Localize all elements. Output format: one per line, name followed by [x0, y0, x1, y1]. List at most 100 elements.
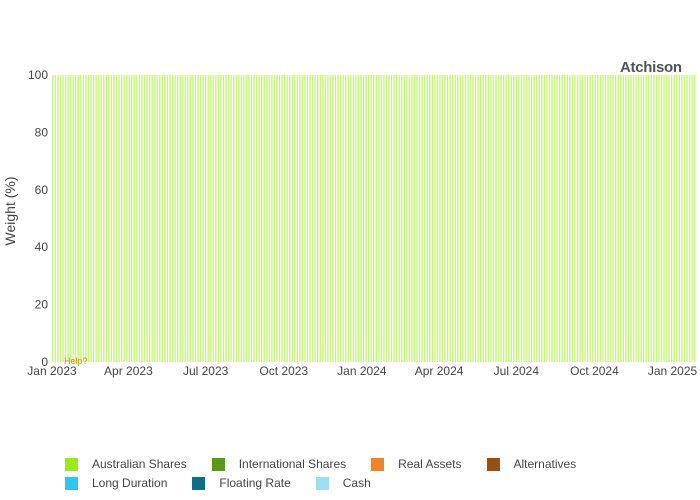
- bar: [309, 75, 311, 362]
- bar: [497, 75, 500, 362]
- legend-item[interactable]: International Shares: [209, 457, 346, 471]
- bar: [232, 75, 235, 362]
- bar: [383, 75, 385, 362]
- bar: [474, 75, 477, 362]
- legend-item[interactable]: Cash: [313, 476, 371, 490]
- bar: [281, 75, 283, 362]
- legend-item[interactable]: Australian Shares: [62, 457, 187, 471]
- legend-swatch: [486, 457, 500, 471]
- bar: [691, 75, 693, 362]
- bar: [342, 75, 344, 362]
- bar: [660, 75, 663, 362]
- bar: [462, 75, 464, 362]
- bar: [115, 75, 118, 362]
- bar: [681, 75, 683, 362]
- legend-item[interactable]: Floating Rate: [189, 476, 291, 490]
- bar: [299, 75, 301, 362]
- bar: [640, 75, 642, 362]
- bar: [464, 75, 467, 362]
- bar: [431, 75, 433, 362]
- bar: [421, 75, 423, 362]
- bar: [301, 75, 304, 362]
- bar: [441, 75, 444, 362]
- bar: [439, 75, 441, 362]
- bar: [128, 75, 130, 362]
- bar: [72, 75, 74, 362]
- legend-swatch: [211, 457, 225, 471]
- bar: [164, 75, 166, 362]
- bar: [518, 75, 520, 362]
- bar: [446, 75, 449, 362]
- bar: [648, 75, 650, 362]
- legend-label: Long Duration: [92, 476, 168, 490]
- bar: [276, 75, 278, 362]
- bar: [574, 75, 576, 362]
- bar: [668, 75, 670, 362]
- bar: [365, 75, 367, 362]
- bar: [243, 75, 245, 362]
- bar-series: [52, 75, 696, 362]
- bar: [380, 75, 383, 362]
- bar: [355, 75, 357, 362]
- bar: [319, 75, 321, 362]
- bar: [604, 75, 607, 362]
- bar: [187, 75, 189, 362]
- bar: [375, 75, 377, 362]
- bar: [538, 75, 540, 362]
- bar: [665, 75, 668, 362]
- bar: [525, 75, 528, 362]
- bar: [408, 75, 411, 362]
- legend-label: International Shares: [238, 457, 347, 471]
- bar: [52, 75, 54, 362]
- bar: [69, 75, 72, 362]
- bar: [401, 75, 403, 362]
- legend-item[interactable]: Real Assets: [368, 457, 462, 471]
- bar: [159, 75, 161, 362]
- legend-item[interactable]: Alternatives: [484, 457, 577, 471]
- bar: [617, 75, 619, 362]
- bar: [105, 75, 108, 362]
- bar: [564, 75, 566, 362]
- bar: [54, 75, 57, 362]
- bar: [283, 75, 286, 362]
- bar: [416, 75, 418, 362]
- bar: [543, 75, 546, 362]
- bar: [113, 75, 115, 362]
- bar: [75, 75, 77, 362]
- bar: [97, 75, 100, 362]
- bar: [304, 75, 306, 362]
- legend-item[interactable]: Long Duration: [62, 476, 167, 490]
- y-axis-title: Weight (%): [2, 177, 18, 246]
- bar: [176, 75, 179, 362]
- bar: [146, 75, 148, 362]
- bar: [92, 75, 95, 362]
- bar: [495, 75, 497, 362]
- x-tick-label: Oct 2024: [570, 364, 619, 378]
- legend-swatch: [315, 476, 329, 490]
- bar: [138, 75, 141, 362]
- bar: [436, 75, 439, 362]
- bar: [245, 75, 248, 362]
- bar: [686, 75, 688, 362]
- bar: [607, 75, 609, 362]
- bar: [622, 75, 624, 362]
- legend-label: Alternatives: [513, 457, 577, 471]
- bar: [324, 75, 327, 362]
- help-link[interactable]: Help?: [64, 356, 88, 366]
- bar: [197, 75, 199, 362]
- bar: [663, 75, 665, 362]
- bar: [510, 75, 512, 362]
- bar: [398, 75, 400, 362]
- bar: [541, 75, 543, 362]
- y-tick-label: 80: [35, 125, 49, 139]
- bar: [513, 75, 515, 362]
- bar: [673, 75, 675, 362]
- bar: [487, 75, 490, 362]
- bar: [250, 75, 253, 362]
- bar: [612, 75, 614, 362]
- bar: [207, 75, 209, 362]
- bar: [266, 75, 268, 362]
- bar: [62, 75, 64, 362]
- bar: [311, 75, 314, 362]
- bar: [378, 75, 380, 362]
